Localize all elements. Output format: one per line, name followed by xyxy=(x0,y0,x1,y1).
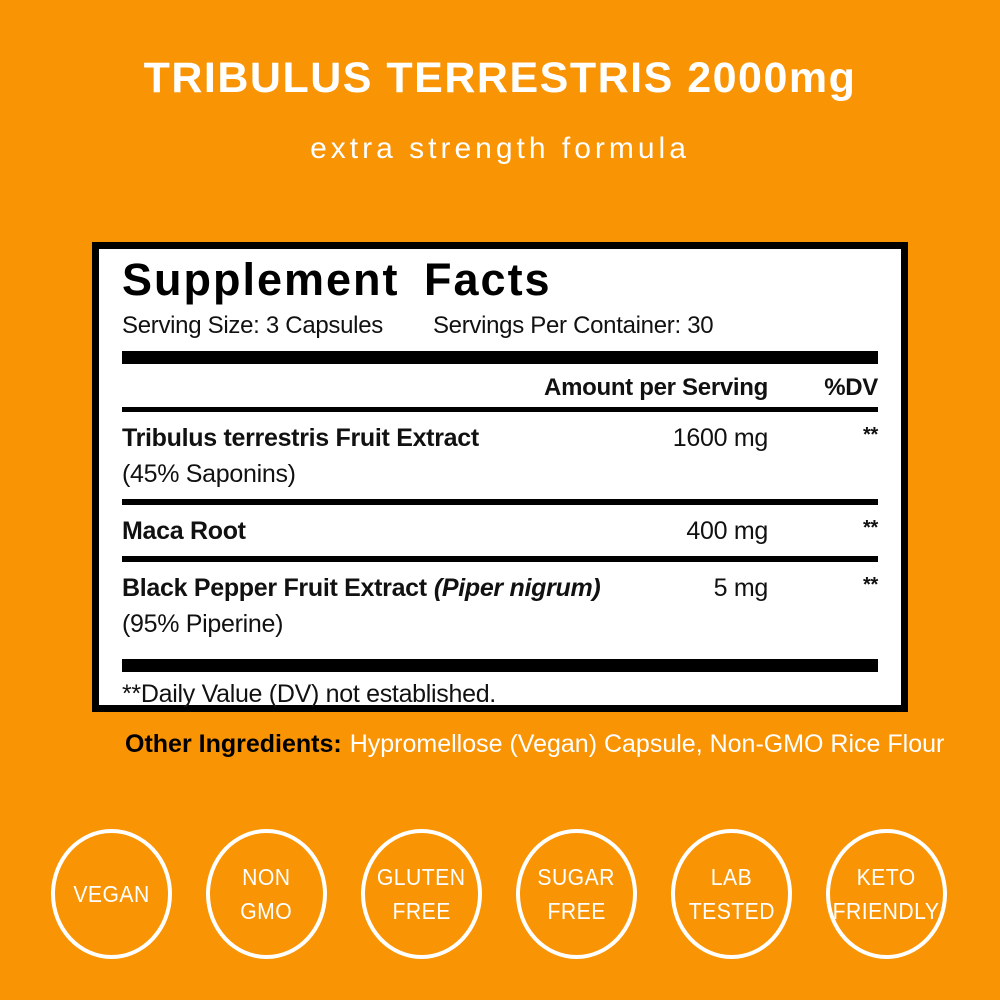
badge-non-gmo: NON GMO xyxy=(206,829,327,959)
divider-thick-bottom xyxy=(122,659,878,672)
product-subtitle: extra strength formula xyxy=(310,132,690,165)
ingredient-standardization: (45% Saponins) xyxy=(122,460,296,488)
ingredient-amount: 1600 mg xyxy=(672,424,769,452)
table-column-headers: Amount per Serving %DV xyxy=(122,373,878,412)
serving-size: Serving Size: 3 Capsules xyxy=(122,312,383,339)
ingredient-amount: 5 mg xyxy=(713,574,769,602)
ingredient-name-latin: (Piper nigrum) xyxy=(433,574,601,602)
badge-lab-tested: LAB TESTED xyxy=(671,829,792,959)
badge-vegan: VEGAN xyxy=(51,829,172,959)
ingredient-dv: ** xyxy=(863,424,878,446)
ingredient-row-tribulus: Tribulus terrestris Fruit Extract 1600 m… xyxy=(122,412,878,505)
supplement-facts-heading: Supplement Facts xyxy=(122,254,552,305)
ingredient-row-maca: Maca Root 400 mg ** xyxy=(122,505,878,562)
divider-thick-top xyxy=(122,351,878,364)
badge-sugar-free: SUGAR FREE xyxy=(516,829,637,959)
dv-footnote: **Daily Value (DV) not established. xyxy=(122,680,496,708)
ingredient-dv: ** xyxy=(863,574,878,596)
badge-keto-friendly: KETO FRIENDLY xyxy=(826,829,947,959)
ingredient-name: Black Pepper Fruit Extract (Piper nigrum) xyxy=(122,574,601,602)
ingredient-name: Tribulus terrestris Fruit Extract xyxy=(122,424,479,452)
servings-per-container: Servings Per Container: 30 xyxy=(432,312,714,339)
column-percent-dv: %DV xyxy=(824,374,878,401)
ingredient-amount: 400 mg xyxy=(686,517,768,545)
other-ingredients: Other Ingredients: Hypromellose (Vegan) C… xyxy=(125,729,944,759)
badges-row: VEGAN NON GMO GLUTEN FREE SUGAR FREE LAB TES… xyxy=(51,829,947,959)
supplement-facts-panel: Supplement Facts Serving Size: 3 Capsule… xyxy=(92,242,908,712)
other-ingredients-label: Other Ingredients: xyxy=(125,730,342,758)
ingredient-row-black-pepper: Black Pepper Fruit Extract (Piper nigrum)… xyxy=(122,562,878,649)
other-ingredients-value: Hypromellose (Vegan) Capsule, Non-GMO Ri… xyxy=(349,730,945,758)
ingredient-name: Maca Root xyxy=(122,517,246,545)
column-amount-per-serving: Amount per Serving xyxy=(544,374,768,401)
badge-gluten-free: GLUTEN FREE xyxy=(361,829,482,959)
ingredient-dv: ** xyxy=(863,517,878,539)
ingredient-standardization: (95% Piperine) xyxy=(122,610,284,638)
product-title: TRIBULUS TERRESTRIS 2000mg xyxy=(143,54,857,102)
serving-info: Serving Size: 3 Capsules Servings Per Co… xyxy=(122,311,878,341)
